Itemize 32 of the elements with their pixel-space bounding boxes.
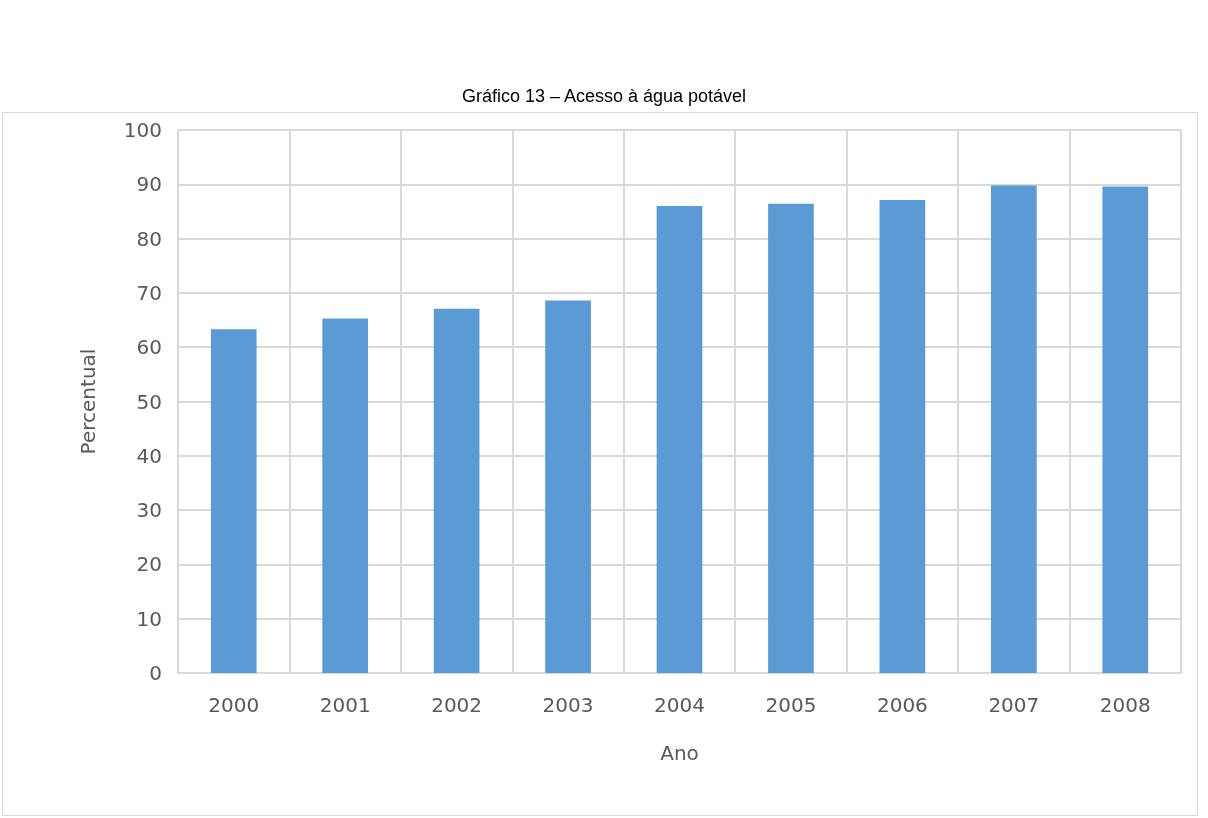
x-tick-label: 2004 [654, 693, 705, 717]
y-tick-label: 70 [136, 280, 162, 305]
chart-title: Gráfico 13 – Acesso à água potável [460, 86, 748, 107]
bar [656, 206, 703, 673]
bar [545, 300, 591, 673]
y-tick-label: 20 [136, 552, 162, 577]
x-axis-title: Ano [660, 741, 699, 765]
y-tick-label: 0 [149, 661, 162, 685]
y-tick-label: 80 [136, 226, 162, 251]
y-tick-label: 40 [136, 443, 162, 468]
bar [433, 308, 480, 673]
y-tick-label: 60 [136, 335, 162, 360]
x-tick-label: 2003 [542, 693, 594, 717]
x-tick-label: 2001 [319, 693, 371, 717]
bar [1102, 186, 1149, 673]
bar [210, 329, 257, 673]
bar [322, 318, 369, 673]
x-tick-label: 2006 [876, 693, 928, 717]
x-tick-label: 2002 [431, 693, 483, 717]
y-tick-label: 90 [136, 172, 162, 197]
x-tick-label: 2005 [765, 693, 817, 717]
y-axis-title: Percentual [76, 348, 100, 455]
bar [879, 200, 926, 673]
y-tick-label: 50 [136, 389, 162, 414]
x-tick-label: 2000 [208, 693, 260, 717]
x-tick-label: 2008 [1099, 693, 1151, 717]
bar [768, 203, 814, 673]
bar [990, 185, 1037, 673]
y-tick-label: 30 [136, 498, 162, 523]
x-tick-label: 2007 [988, 693, 1040, 717]
y-tick-label: 100 [123, 118, 162, 142]
y-tick-label: 10 [136, 606, 162, 631]
